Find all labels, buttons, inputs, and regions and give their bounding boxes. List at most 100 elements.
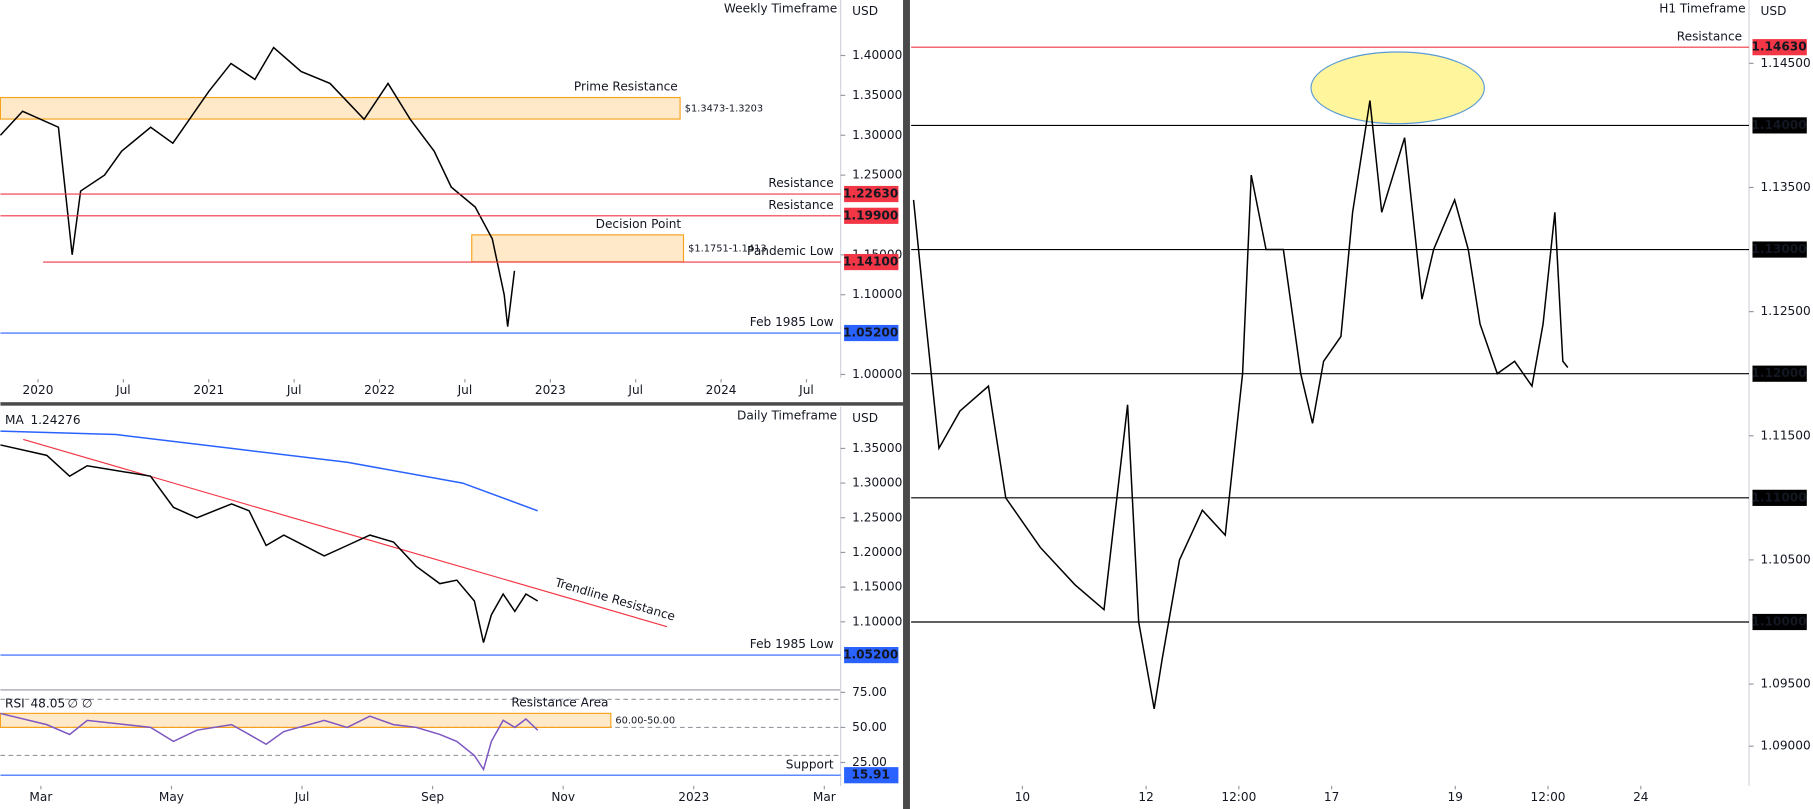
indicator-value: 48.05 bbox=[30, 696, 65, 710]
y-tick-label: 1.09500 bbox=[1761, 677, 1811, 691]
panel-divider bbox=[903, 0, 910, 809]
x-tick-label: 12:00 bbox=[1531, 790, 1566, 804]
level-tag bbox=[844, 253, 899, 271]
y-tick-label: 1.14500 bbox=[1761, 56, 1811, 70]
price-line bbox=[0, 46, 516, 327]
level-tag-label: 1.13000 bbox=[1751, 242, 1806, 256]
price-line bbox=[0, 712, 539, 772]
x-tick-label: Jul bbox=[286, 383, 302, 397]
y-tick-label: 1.35000 bbox=[852, 88, 902, 102]
x-tick-label: 12:00 bbox=[1221, 790, 1256, 804]
level-tag bbox=[1752, 39, 1807, 56]
y-tick-label: 1.20000 bbox=[852, 545, 902, 559]
indicator-name: RSI bbox=[5, 696, 25, 710]
x-tick-label: Jul bbox=[115, 383, 131, 397]
indicator-name: MA bbox=[5, 413, 24, 427]
axis-unit: USD bbox=[852, 411, 878, 425]
price-line bbox=[912, 100, 1569, 710]
y-tick-label: 1.30000 bbox=[852, 476, 902, 490]
y-tick-label: 1.10500 bbox=[1761, 552, 1811, 566]
level-tag bbox=[844, 646, 899, 664]
x-tick-label: 2023 bbox=[535, 383, 566, 397]
zone-label: $1.1751-1.1413 bbox=[688, 243, 766, 254]
x-tick-label: Mar bbox=[813, 790, 836, 804]
x-tick-label: Jul bbox=[627, 383, 643, 397]
y-tick-label: 1.30000 bbox=[852, 128, 902, 142]
y-tick-label: 1.00000 bbox=[852, 367, 902, 381]
panel-title: H1 Timeframe bbox=[1659, 2, 1745, 16]
x-tick-label: Nov bbox=[551, 790, 575, 804]
level-tag-label: 1.14000 bbox=[1751, 118, 1806, 132]
zone-name: Prime Resistance bbox=[574, 80, 678, 94]
panel-divider bbox=[0, 402, 904, 406]
level-tag bbox=[1752, 613, 1807, 631]
x-tick-label: Jul bbox=[294, 790, 310, 804]
y-tick-label: 1.25000 bbox=[852, 510, 902, 524]
level-tag-label: 1.10000 bbox=[1751, 615, 1806, 629]
y-tick-label: 75.00 bbox=[852, 685, 887, 699]
zone-name: Resistance Area bbox=[511, 695, 608, 709]
x-tick-label: 2023 bbox=[678, 790, 709, 804]
x-tick-label: 24 bbox=[1633, 790, 1649, 804]
level-tag-label: 1.14630 bbox=[1751, 40, 1806, 54]
y-tick-label: 1.11500 bbox=[1761, 428, 1811, 442]
level-name: Resistance bbox=[1677, 29, 1742, 43]
x-tick-label: May bbox=[159, 790, 184, 804]
level-tag bbox=[844, 185, 899, 203]
indicator-extra: ∅ ∅ bbox=[67, 696, 92, 710]
y-tick-label: 1.09000 bbox=[1761, 739, 1811, 753]
level-tag bbox=[844, 767, 899, 784]
level-tag bbox=[844, 207, 899, 224]
level-name: Resistance bbox=[768, 176, 833, 190]
level-tag-label: 1.19900 bbox=[843, 208, 898, 222]
y-tick-label: 1.10000 bbox=[852, 287, 902, 301]
level-tag bbox=[1752, 241, 1807, 258]
x-tick-label: 2024 bbox=[706, 383, 737, 397]
level-tag-label: 1.14100 bbox=[843, 255, 898, 269]
x-tick-label: Jul bbox=[457, 383, 473, 397]
zone-name: Decision Point bbox=[596, 217, 682, 231]
y-tick-label: 1.40000 bbox=[852, 48, 902, 62]
y-tick-label: 1.12500 bbox=[1761, 304, 1811, 318]
indicator-value: 1.24276 bbox=[30, 413, 80, 427]
x-tick-label: 2020 bbox=[23, 383, 54, 397]
x-tick-label: 17 bbox=[1324, 790, 1339, 804]
axis-unit: USD bbox=[852, 4, 878, 18]
level-name: Feb 1985 Low bbox=[750, 637, 834, 651]
y-tick-label: 25.00 bbox=[852, 755, 887, 769]
level-tag bbox=[1752, 117, 1807, 134]
zone-label: 60.00-50.00 bbox=[615, 715, 675, 726]
x-tick-label: 10 bbox=[1015, 790, 1030, 804]
level-name: Support bbox=[786, 757, 834, 771]
y-tick-label: 1.10000 bbox=[852, 614, 902, 628]
level-name: Resistance bbox=[768, 198, 833, 212]
x-tick-label: 2022 bbox=[364, 383, 395, 397]
x-tick-label: 2021 bbox=[193, 383, 224, 397]
zone-label: $1.3473-1.3203 bbox=[685, 103, 763, 114]
axis-unit: USD bbox=[1761, 4, 1787, 18]
x-tick-label: 12 bbox=[1138, 790, 1153, 804]
panel-title: Weekly Timeframe bbox=[724, 2, 837, 16]
level-tag-label: 15.91 bbox=[851, 768, 889, 782]
highlight-ellipse bbox=[1310, 51, 1485, 125]
zone bbox=[471, 234, 685, 263]
trendline bbox=[23, 438, 668, 628]
level-tag-label: 1.12000 bbox=[1751, 366, 1806, 380]
y-tick-label: 50.00 bbox=[852, 720, 887, 734]
x-tick-label: Sep bbox=[421, 790, 444, 804]
y-tick-label: 1.35000 bbox=[852, 441, 902, 455]
level-tag-label: 1.11000 bbox=[1751, 490, 1806, 504]
zone bbox=[0, 96, 681, 120]
zone bbox=[0, 712, 612, 728]
level-tag bbox=[1752, 365, 1807, 382]
level-tag-label: 1.05200 bbox=[843, 326, 898, 340]
price-line bbox=[0, 444, 539, 643]
x-tick-label: Mar bbox=[29, 790, 52, 804]
x-tick-label: 19 bbox=[1448, 790, 1463, 804]
price-line bbox=[0, 430, 538, 512]
level-tag bbox=[844, 324, 899, 342]
x-tick-label: Jul bbox=[798, 383, 814, 397]
y-tick-label: 1.13500 bbox=[1761, 180, 1811, 194]
panel-title: Daily Timeframe bbox=[737, 409, 837, 423]
